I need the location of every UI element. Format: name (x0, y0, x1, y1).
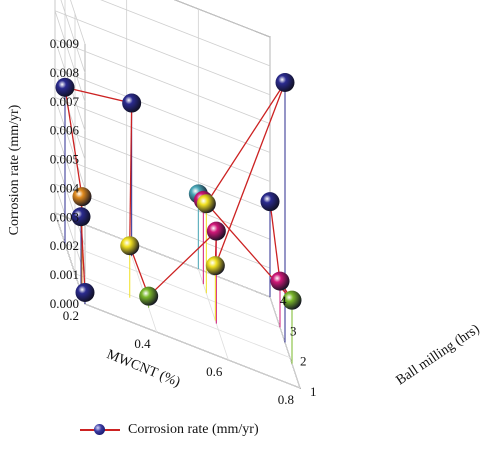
legend: Corrosion rate (mm/yr) (80, 420, 259, 440)
gridline-z-right (174, 0, 271, 38)
gridline-z-left (70, 0, 86, 45)
z-tick-label: 0.006 (50, 123, 80, 138)
data-point (275, 73, 295, 92)
data-point (260, 192, 280, 212)
z-tick-label: 0.007 (50, 94, 80, 109)
data-point (139, 286, 159, 306)
x-tick-label: 0.6 (206, 364, 223, 379)
series-segment (80, 216, 86, 293)
z-tick-label: 0.002 (50, 238, 79, 253)
data-point (120, 236, 140, 256)
legend-line (80, 424, 120, 435)
gridline-z-right (54, 154, 271, 240)
y-tick-label: 1 (310, 384, 317, 399)
back-walls (54, 0, 301, 389)
z-tick-label: 0.009 (50, 36, 79, 51)
series-segment (64, 86, 132, 104)
x-axis-label: MWCNT (%) (104, 347, 182, 390)
gridline-z-right (54, 39, 271, 125)
data-point (75, 282, 95, 302)
gridline-z-left (54, 10, 86, 102)
tick-labels: 0.000 0.001 0.002 0.003 0.004 0.005 0.006 0.007… (50, 36, 317, 407)
data-point (196, 194, 216, 214)
gridline-z-right (54, 68, 271, 153)
gridline-z-left (54, 183, 86, 276)
y-axis-label: Ball milling (hrs) (394, 322, 483, 389)
data-point (270, 271, 290, 291)
series-segment (64, 87, 83, 197)
data-point (71, 207, 91, 227)
gridline-z-right (54, 97, 271, 182)
x-tick-label: 0.2 (63, 308, 79, 323)
gridline-y-floor (64, 242, 281, 328)
x-tick-label: 0.8 (278, 392, 294, 407)
series-segment (269, 201, 281, 282)
legend-label: Corrosion rate (mm/yr) (128, 422, 259, 437)
data-point (205, 256, 225, 276)
y-tick-label: 3 (290, 323, 297, 338)
gridline-z-right (54, 125, 271, 211)
y-tick-label: 4 (280, 293, 287, 308)
gridline-z-left (54, 155, 86, 247)
gridline-y-floor (74, 273, 291, 359)
legend-marker (94, 424, 105, 435)
series-segment (129, 103, 133, 246)
z-tick-label: 0.005 (50, 152, 79, 167)
z-tick-label: 0.001 (50, 267, 79, 282)
x-tick-label: 0.4 (134, 336, 151, 351)
data-point (55, 77, 75, 97)
gridline-z-right (100, 0, 271, 67)
gridline-y-floor (54, 212, 271, 298)
z-tick-label: 0.000 (50, 296, 79, 311)
z-axis-label: Corrosion rate (mm/yr) (7, 104, 22, 235)
gridline-z-right (54, 10, 271, 96)
data-points (55, 73, 302, 310)
z-tick-label: 0.004 (50, 180, 80, 195)
series-segment (205, 82, 286, 205)
gridline-z-left (54, 97, 86, 189)
gridline-y-floor (84, 303, 301, 389)
gridline-z-left (60, 0, 86, 74)
grid-lines (54, 0, 301, 389)
z-tick-label: 0.003 (50, 209, 79, 224)
series-segment (214, 82, 286, 266)
y-tick-label: 2 (300, 354, 307, 369)
data-point (122, 93, 142, 113)
series-segment (148, 230, 217, 297)
data-point (282, 290, 302, 310)
z-tick-label: 0.008 (50, 65, 79, 80)
data-point (72, 187, 92, 207)
data-point (206, 221, 226, 241)
